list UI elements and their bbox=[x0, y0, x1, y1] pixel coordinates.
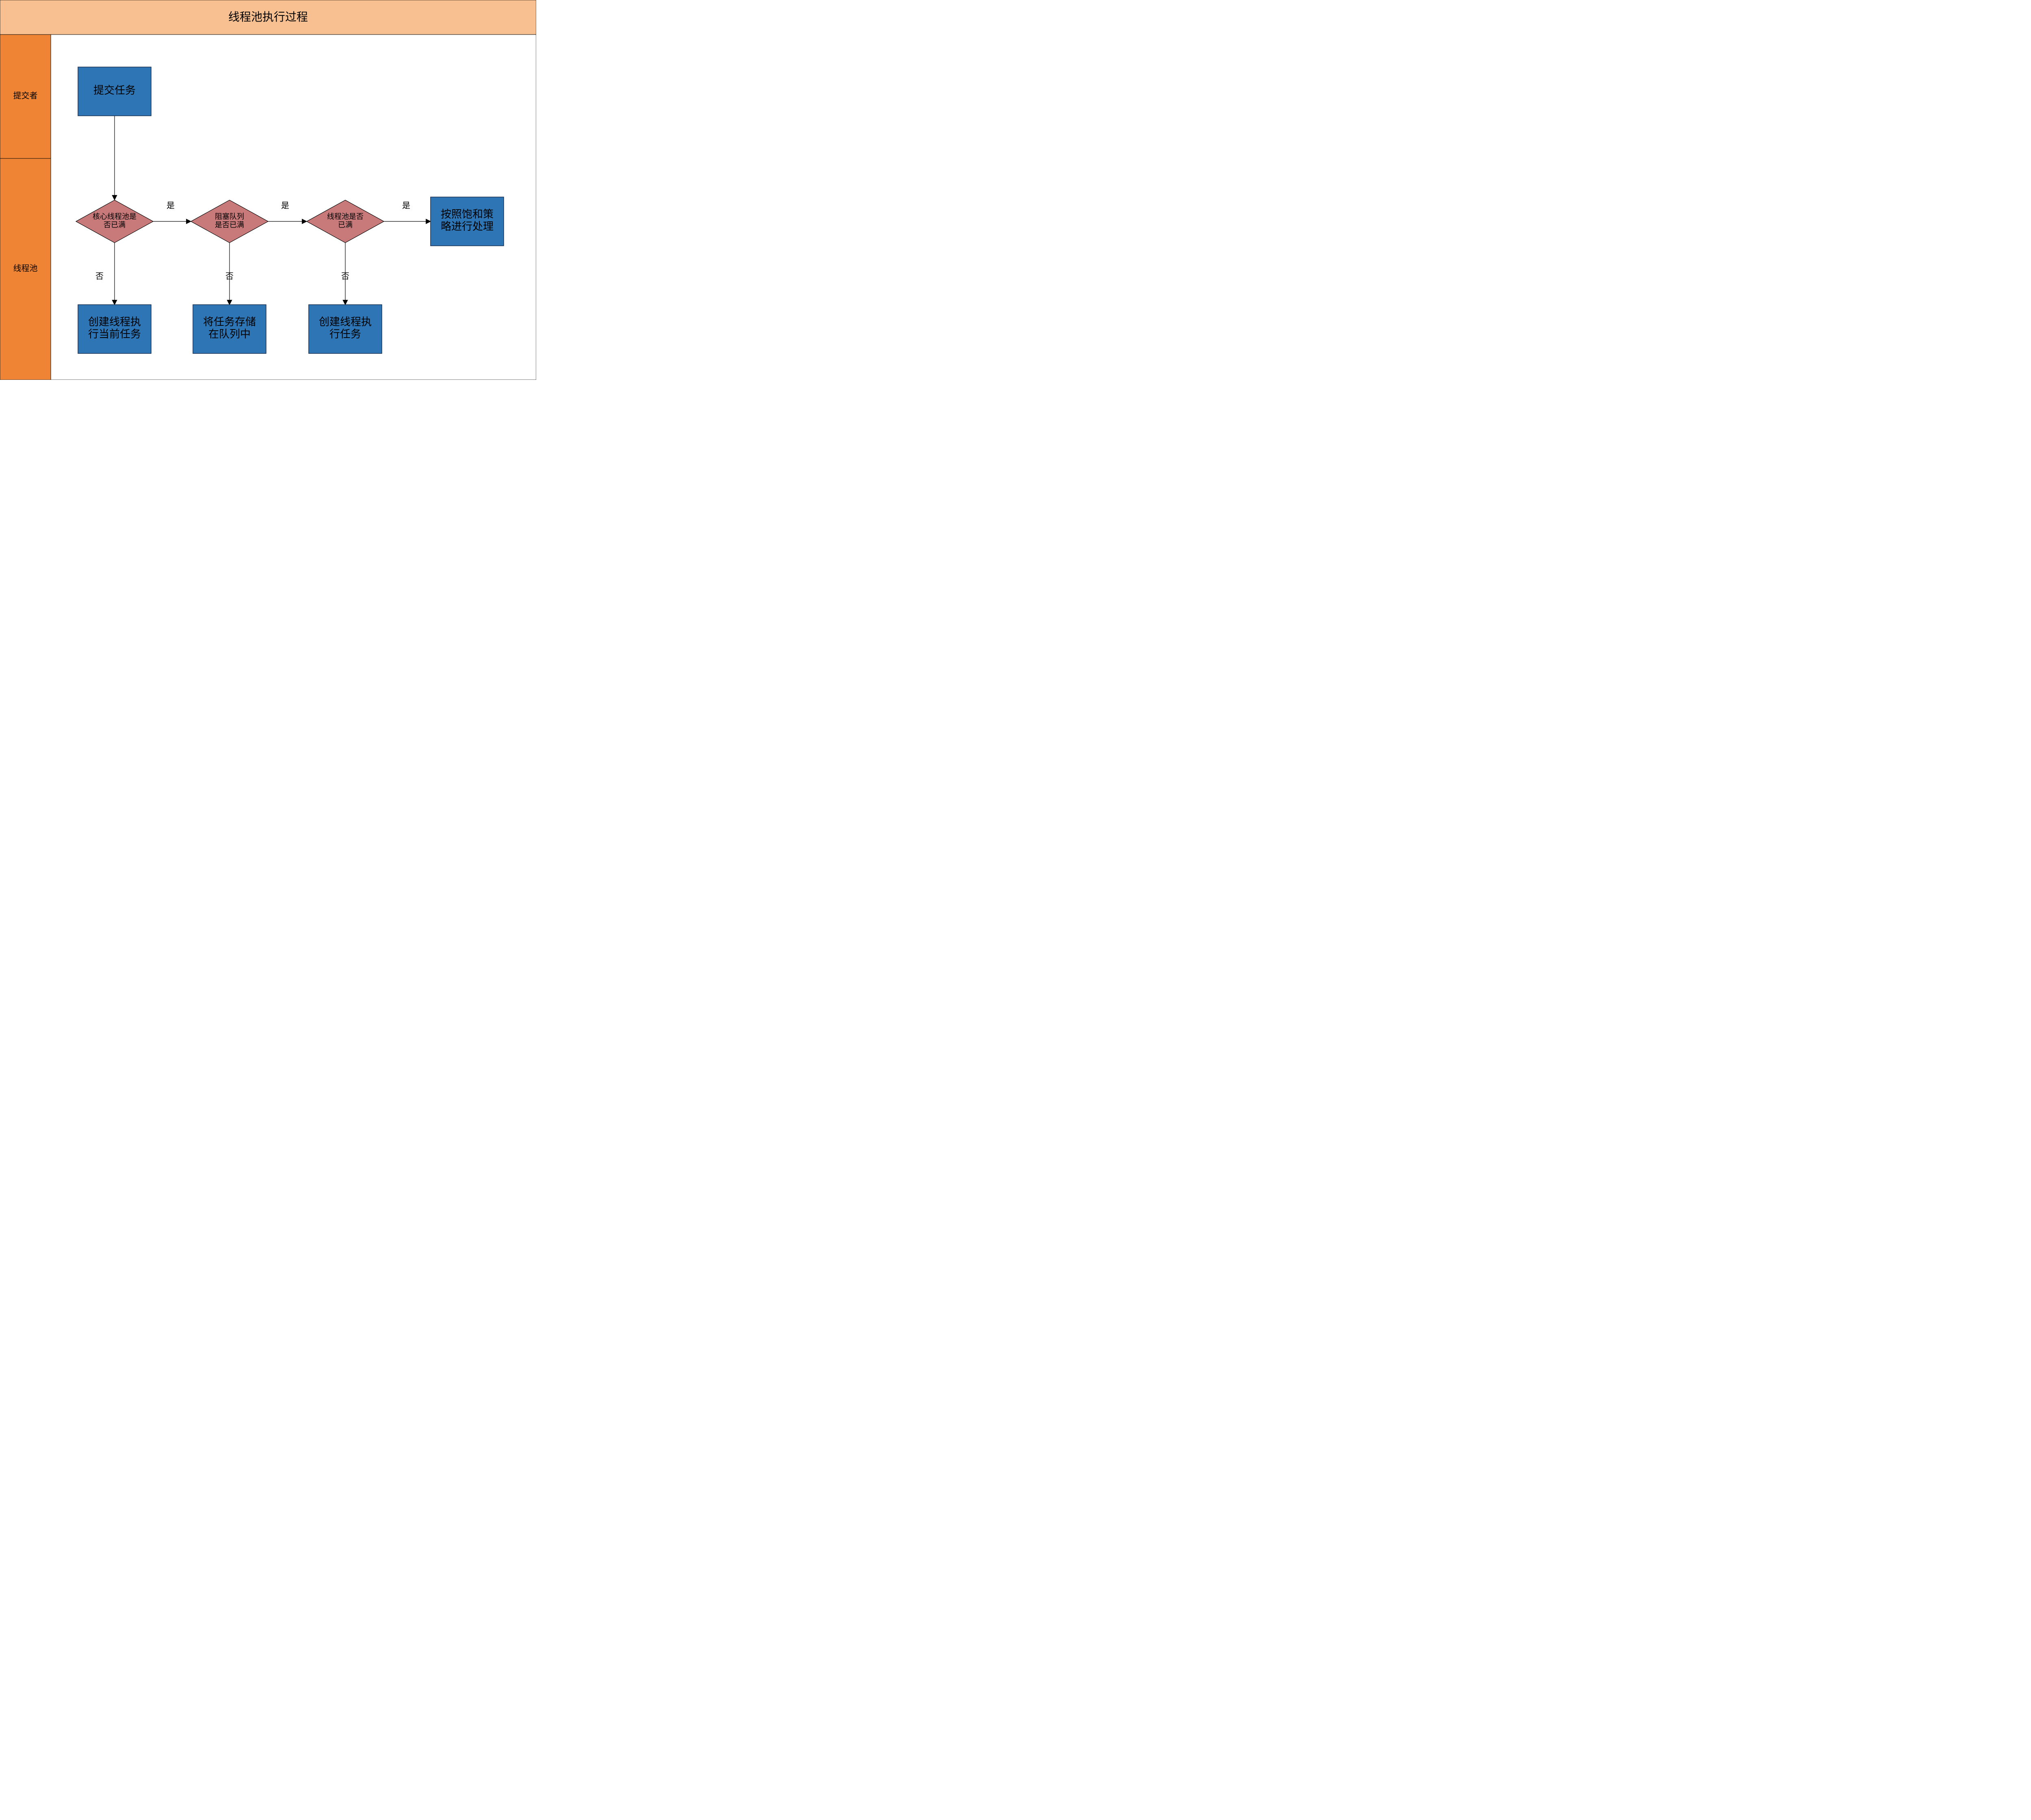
node-label-d_pool-1: 已满 bbox=[338, 221, 353, 229]
title-text: 线程池执行过程 bbox=[228, 11, 308, 24]
edge-label-d_core-p_create1: 否 bbox=[95, 272, 104, 281]
edge-label-d_queue-p_store: 否 bbox=[225, 272, 234, 281]
node-label-p_sat-0: 按照饱和策 bbox=[441, 208, 494, 220]
node-label-p_create2-0: 创建线程执 bbox=[319, 316, 372, 328]
node-label-d_queue-1: 是否已满 bbox=[215, 221, 244, 229]
node-p_create1: 创建线程执行当前任务 bbox=[78, 305, 151, 353]
node-label-p_sat-1: 略进行处理 bbox=[441, 221, 494, 232]
node-label-d_core-1: 否已满 bbox=[104, 221, 126, 229]
edge-label-d_pool-p_sat: 是 bbox=[402, 202, 410, 210]
node-label-d_pool-0: 线程池是否 bbox=[327, 212, 364, 221]
node-label-p_create2-1: 行任务 bbox=[329, 328, 361, 340]
node-p_create2: 创建线程执行任务 bbox=[309, 305, 382, 353]
node-label-d_core-0: 核心线程池是 bbox=[93, 212, 136, 221]
flowchart-canvas: 线程池执行过程提交者线程池 是 是 是否 否 否 提交任务核心线程池是否已满 阻塞队列是否已满… bbox=[0, 0, 536, 380]
node-p_store: 将任务存储在队列中 bbox=[193, 305, 266, 353]
node-label-p_create1-0: 创建线程执 bbox=[88, 316, 141, 328]
lane-label-submitter: 提交者 bbox=[13, 91, 38, 100]
edge-label-d_pool-p_create2: 否 bbox=[341, 272, 349, 281]
node-label-submit-0: 提交任务 bbox=[93, 84, 136, 96]
node-label-p_create1-1: 行当前任务 bbox=[88, 328, 141, 340]
lane-label-pool: 线程池 bbox=[13, 264, 38, 273]
node-p_sat: 按照饱和策略进行处理 bbox=[431, 197, 504, 246]
edge-label-d_queue-d_pool: 是 bbox=[281, 202, 289, 210]
node-submit: 提交任务 bbox=[78, 67, 151, 116]
node-label-d_queue-0: 阻塞队列 bbox=[215, 212, 244, 221]
node-label-p_store-0: 将任务存储 bbox=[203, 316, 256, 328]
edge-label-d_core-d_queue: 是 bbox=[167, 202, 175, 210]
node-label-p_store-1: 在队列中 bbox=[208, 328, 251, 340]
